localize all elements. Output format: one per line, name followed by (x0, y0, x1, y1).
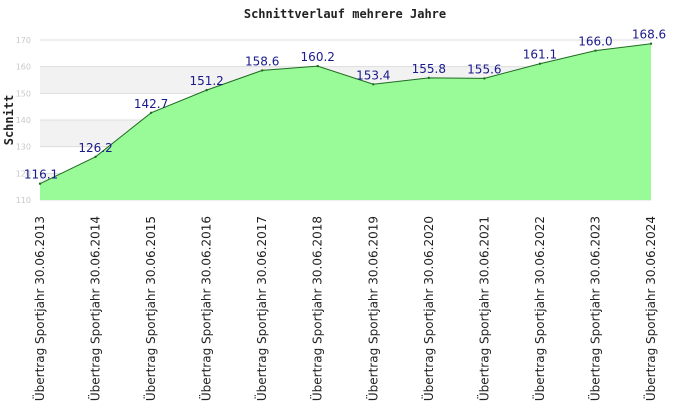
data-point (483, 77, 486, 80)
data-label: 155.8 (412, 62, 446, 76)
x-tick-label: Übertrag Sportjahr 30.06.2021 (475, 216, 491, 401)
data-label: 153.4 (356, 68, 390, 82)
data-labels: 116.1 126.2 142.7 151.2 158.6 160.2 153.4 155.8… (24, 28, 666, 182)
chart-title: Schnittverlauf mehrere Jahre (244, 7, 446, 21)
x-tick-label: Übertrag Sportjahr 30.06.2019 (364, 216, 380, 401)
data-label: 158.6 (245, 54, 279, 68)
data-point (38, 182, 42, 185)
x-tick-label: Übertrag Sportjahr 30.06.2022 (531, 216, 547, 401)
data-point (316, 64, 319, 68)
data-point (427, 76, 431, 80)
data-label: 116.1 (24, 168, 58, 182)
y-tick-label: 170 (16, 36, 31, 45)
y-tick-label: 110 (16, 196, 31, 205)
x-tick-label: Übertrag Sportjahr 30.06.2017 (253, 216, 269, 401)
x-tick-label: Übertrag Sportjahr 30.06.2023 (586, 216, 602, 401)
data-label: 168.6 (632, 28, 666, 42)
x-axis: Übertrag Sportjahr 30.06.2013 Übertrag Sp… (31, 216, 658, 401)
data-point (260, 69, 264, 72)
x-tick-label: Übertrag Sportjahr 30.06.2016 (198, 216, 214, 401)
x-tick-label: Übertrag Sportjahr 30.06.2024 (642, 216, 658, 401)
area-fill (40, 43, 651, 200)
area-layer (38, 42, 653, 200)
series-line (39, 43, 652, 185)
y-tick-label: 130 (16, 143, 31, 152)
data-label: 161.1 (523, 48, 557, 62)
data-label: 151.2 (189, 74, 223, 88)
x-tick-label: Übertrag Sportjahr 30.06.2018 (309, 216, 325, 401)
data-point (94, 155, 97, 158)
y-tick-label: 140 (16, 116, 31, 125)
y-tick-label: 150 (16, 89, 31, 98)
y-axis-label: Schnitt (2, 95, 16, 146)
y-tick-label: 120 (16, 169, 31, 178)
data-label: 126.2 (78, 141, 112, 155)
data-label: 155.6 (467, 62, 501, 76)
data-point (205, 88, 208, 92)
data-label: 142.7 (134, 97, 168, 111)
x-tick-label: Übertrag Sportjahr 30.06.2020 (420, 216, 436, 401)
x-tick-label: Übertrag Sportjahr 30.06.2014 (87, 216, 103, 401)
data-point (149, 111, 153, 115)
y-axis: 110 120 130 140 150 160 170 (16, 36, 31, 205)
data-point (538, 62, 542, 65)
data-label: 160.2 (301, 50, 335, 64)
data-point (594, 49, 597, 52)
y-tick-label: 160 (16, 63, 31, 72)
data-label: 166.0 (578, 35, 612, 49)
x-tick-label: Übertrag Sportjahr 30.06.2015 (142, 216, 158, 401)
x-tick-label: Übertrag Sportjahr 30.06.2013 (31, 216, 47, 401)
data-point (372, 83, 375, 86)
data-point (649, 42, 653, 45)
